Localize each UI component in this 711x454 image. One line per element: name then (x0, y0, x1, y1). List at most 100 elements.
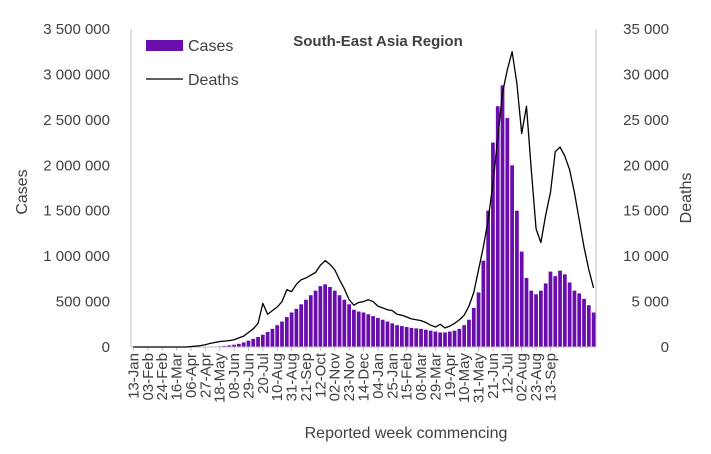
x-tick-label: 18-May (212, 353, 229, 404)
x-tick-label: 16-Mar (169, 353, 186, 401)
x-tick-label: 12-Oct (312, 352, 329, 398)
cases-bar (443, 332, 447, 347)
cases-bar (414, 328, 419, 347)
cases-bar (582, 298, 586, 347)
chart-title: South-East Asia Region (293, 33, 462, 50)
x-tick-label: 31-May (471, 353, 488, 404)
cases-bar (236, 343, 241, 347)
cases-bar (558, 270, 562, 347)
cases-bar (404, 327, 409, 347)
x-axis-title: Reported week commencing (305, 425, 508, 442)
legend-cases-swatch (146, 40, 183, 51)
y-left-tick-label: 0 (102, 339, 110, 356)
cases-bar (275, 325, 280, 347)
y-left-tick-labels: 0 500 000 1 000 000 1 500 000 2 000 000 2 500… (43, 21, 110, 356)
x-tick-label: 12-Jul (499, 353, 516, 394)
cases-bar (328, 287, 332, 347)
cases-bar (332, 290, 337, 347)
cases-bar (562, 274, 567, 347)
legend-deaths-label: Deaths (188, 72, 239, 89)
y-left-tick-label: 1 000 000 (43, 248, 110, 265)
cases-bar (270, 328, 275, 347)
cases-bar (457, 328, 462, 347)
x-tick-label: 15-Feb (399, 353, 416, 401)
cases-bar (467, 319, 471, 347)
cases-bar (347, 304, 351, 347)
x-tick-label: 08-Jun (226, 353, 243, 399)
deaths-line (133, 51, 595, 348)
cases-bar (529, 290, 534, 347)
y-left-tick-label: 3 000 000 (43, 66, 110, 83)
cases-bar (500, 85, 505, 347)
cases-bar (284, 317, 289, 347)
x-tick-label: 27-Apr (197, 353, 214, 398)
cases-bar (428, 330, 433, 347)
cases-bar (548, 271, 553, 347)
cases-bar (586, 305, 591, 347)
y-left-tick-label: 3 500 000 (43, 21, 110, 38)
cases-bar (299, 304, 304, 347)
cases-bar (323, 284, 328, 347)
x-tick-label: 03-Feb (140, 353, 157, 401)
legend-cases-label: Cases (188, 38, 233, 55)
cases-bar (591, 312, 596, 347)
cases-bar (577, 293, 582, 347)
y-right-tick-labels: 0 5 000 10 000 15 000 20 000 25 000 30 000 35 0… (623, 21, 669, 356)
cases-bar (366, 314, 371, 347)
cases-bar (289, 312, 294, 347)
cases-bar (352, 309, 356, 347)
x-tick-label: 21-Jun (485, 353, 502, 399)
cases-bar (251, 338, 256, 347)
cases-bar (304, 299, 308, 347)
y-right-tick-label: 15 000 (623, 203, 669, 220)
cases-bars (189, 85, 596, 347)
cases-bar (399, 326, 404, 347)
y-right-tick-label: 5 000 (631, 294, 669, 311)
cases-bar (385, 321, 390, 347)
cases-bar (313, 290, 318, 347)
x-tick-label: 19-Apr (442, 353, 459, 398)
x-tick-label: 20-Jul (255, 353, 272, 394)
y-left-tick-label: 2 500 000 (43, 112, 110, 129)
cases-bar (342, 299, 347, 347)
y-right-tick-label: 25 000 (623, 112, 669, 129)
cases-bar (476, 292, 481, 347)
cases-bar (294, 308, 299, 347)
cases-bar (337, 295, 342, 347)
x-tick-label: 02-Nov (327, 353, 344, 402)
cases-bar (409, 327, 414, 347)
legend: Cases Deaths (146, 38, 239, 89)
cases-bar (380, 319, 385, 347)
cases-bar (481, 260, 486, 347)
cases-bar (222, 345, 227, 347)
x-tick-label: 04-Jan (370, 353, 387, 399)
x-tick-label: 31-Aug (284, 353, 301, 401)
y-left-tick-label: 500 000 (56, 294, 110, 311)
cases-bar (539, 290, 543, 347)
x-tick-label: 21-Sep (298, 353, 315, 401)
y-right-tick-label: 10 000 (623, 248, 669, 265)
cases-bar (515, 210, 519, 347)
cases-bar (356, 311, 361, 347)
x-tick-label: 08-Mar (413, 353, 430, 401)
x-tick-label: 29-Jun (240, 353, 257, 399)
x-tick-label: 13-Sep (542, 353, 559, 401)
cases-bar (256, 337, 260, 347)
x-tick-labels: 13-Jan03-Feb24-Feb16-Mar06-Apr27-Apr18-M… (125, 352, 559, 403)
y-left-tick-label: 1 500 000 (43, 203, 110, 220)
cases-bar (361, 312, 366, 347)
x-ticks (132, 347, 551, 351)
cases-bar (395, 325, 399, 347)
cases-bar (390, 323, 395, 347)
cases-bar (438, 332, 443, 347)
cases-bar (495, 106, 500, 347)
y-right-tick-label: 20 000 (623, 157, 669, 174)
cases-bar (572, 290, 577, 347)
cases-bar (241, 342, 246, 347)
x-tick-label: 14-Dec (356, 353, 373, 402)
cases-bar (308, 295, 313, 347)
cases-bar (265, 332, 270, 347)
x-tick-label: 10-Aug (269, 353, 286, 401)
cases-bar (433, 331, 438, 347)
